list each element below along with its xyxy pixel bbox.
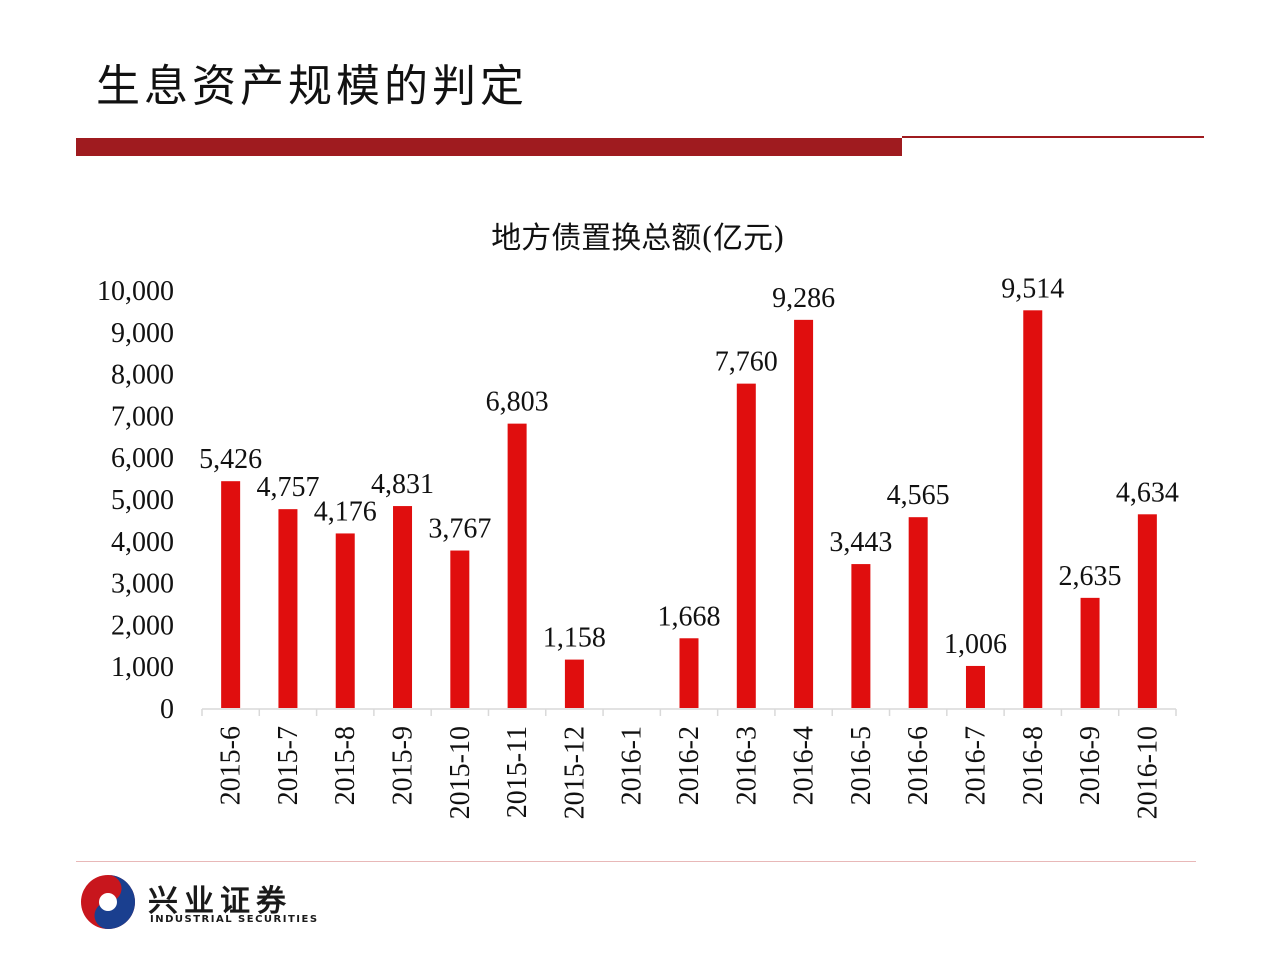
x-axis-ticks	[201, 709, 1177, 716]
y-tick-label: 1,000	[111, 652, 174, 683]
data-label-2015-9: 4,831	[371, 469, 434, 500]
data-label-2015-7: 4,757	[256, 472, 319, 503]
bar-2016-6	[908, 517, 928, 708]
bar-2015-12	[564, 659, 584, 708]
bar-2016-3	[736, 383, 756, 708]
x-tick-label-2015-9: 2015-9	[388, 726, 419, 805]
slide-title: 生息资产规模的判定	[96, 61, 528, 112]
x-axis-labels: 2015-6 2015-7 2015-8 2015-9 2015-10 2015-11 20…	[216, 726, 1164, 819]
x-tick-label-2016-7: 2016-7	[960, 726, 991, 805]
x-tick-label-2015-7: 2015-7	[273, 726, 304, 805]
logo-english-text: INDUSTRIAL SECURITIES	[150, 914, 319, 925]
bar-2015-7	[278, 509, 298, 708]
title-underline-thin	[902, 136, 1204, 138]
y-tick-label: 4,000	[111, 527, 174, 558]
bar-2015-9	[393, 506, 413, 708]
bar-2016-10	[1137, 514, 1157, 708]
x-tick-label-2016-5: 2016-5	[846, 726, 877, 805]
data-label-2016-5: 3,443	[829, 527, 892, 558]
bar-2016-9	[1080, 597, 1100, 708]
y-axis-ticks: 0 1,000 2,000 3,000 4,000 5,000 6,000 7,000 8,00…	[97, 276, 174, 725]
y-tick-label: 2,000	[111, 610, 174, 641]
data-label-2016-8: 9,514	[1001, 273, 1064, 304]
bar-2015-6	[221, 481, 241, 708]
data-label-2016-6: 4,565	[887, 480, 950, 511]
logo-emblem-icon	[81, 875, 135, 929]
x-tick-label-2016-4: 2016-4	[789, 726, 820, 805]
x-tick-label-2015-6: 2015-6	[216, 726, 247, 805]
logo-chinese-text: 兴业证券	[148, 884, 292, 919]
bar-2016-7	[965, 665, 985, 708]
y-tick-label: 6,000	[111, 443, 174, 474]
data-label-2015-11: 6,803	[486, 387, 549, 418]
title-underline-bar	[76, 138, 902, 156]
data-label-2016-4: 9,286	[772, 283, 835, 314]
x-tick-label-2016-3: 2016-3	[731, 726, 762, 805]
footer-divider	[76, 861, 1196, 862]
bar-2015-10	[450, 550, 470, 708]
data-label-2015-10: 3,767	[428, 514, 491, 545]
data-label-2016-9: 2,635	[1059, 561, 1122, 592]
y-tick-label: 3,000	[111, 569, 174, 600]
x-tick-label-2015-8: 2015-8	[330, 726, 361, 805]
data-label-2016-7: 1,006	[944, 629, 1007, 660]
y-tick-label: 9,000	[111, 318, 174, 349]
x-tick-label-2016-9: 2016-9	[1075, 726, 1106, 805]
x-tick-label-2015-12: 2015-12	[559, 726, 590, 819]
bar-2016-5	[851, 564, 871, 708]
data-label-2016-2: 1,668	[658, 601, 721, 632]
company-logo: 兴业证券 INDUSTRIAL SECURITIES	[78, 872, 348, 932]
x-tick-label-2016-6: 2016-6	[903, 726, 934, 805]
data-label-2015-8: 4,176	[314, 496, 377, 527]
x-tick-label-2016-1: 2016-1	[617, 726, 648, 805]
x-tick-label-2016-8: 2016-8	[1018, 726, 1049, 805]
bar-2015-8	[335, 533, 355, 708]
y-tick-label: 5,000	[111, 485, 174, 516]
bars	[221, 310, 1157, 708]
y-tick-label: 0	[160, 694, 174, 725]
data-label-2015-6: 5,426	[199, 444, 262, 475]
data-label-2016-10: 4,634	[1116, 477, 1179, 508]
data-label-2016-3: 7,760	[715, 347, 778, 378]
chart-title: 地方债置换总额(亿元)	[491, 221, 784, 256]
x-tick-label-2016-10: 2016-10	[1132, 726, 1163, 819]
y-tick-label: 7,000	[111, 401, 174, 432]
bar-2015-11	[507, 423, 527, 708]
bar-2016-4	[794, 319, 814, 708]
y-tick-label: 10,000	[97, 276, 174, 307]
y-tick-label: 8,000	[111, 360, 174, 391]
x-tick-label-2015-10: 2015-10	[445, 726, 476, 819]
x-tick-label-2015-11: 2015-11	[502, 726, 533, 818]
x-tick-label-2016-2: 2016-2	[674, 726, 705, 805]
data-label-2015-12: 1,158	[543, 623, 606, 654]
bar-2016-8	[1023, 310, 1043, 708]
bar-2016-2	[679, 638, 699, 708]
